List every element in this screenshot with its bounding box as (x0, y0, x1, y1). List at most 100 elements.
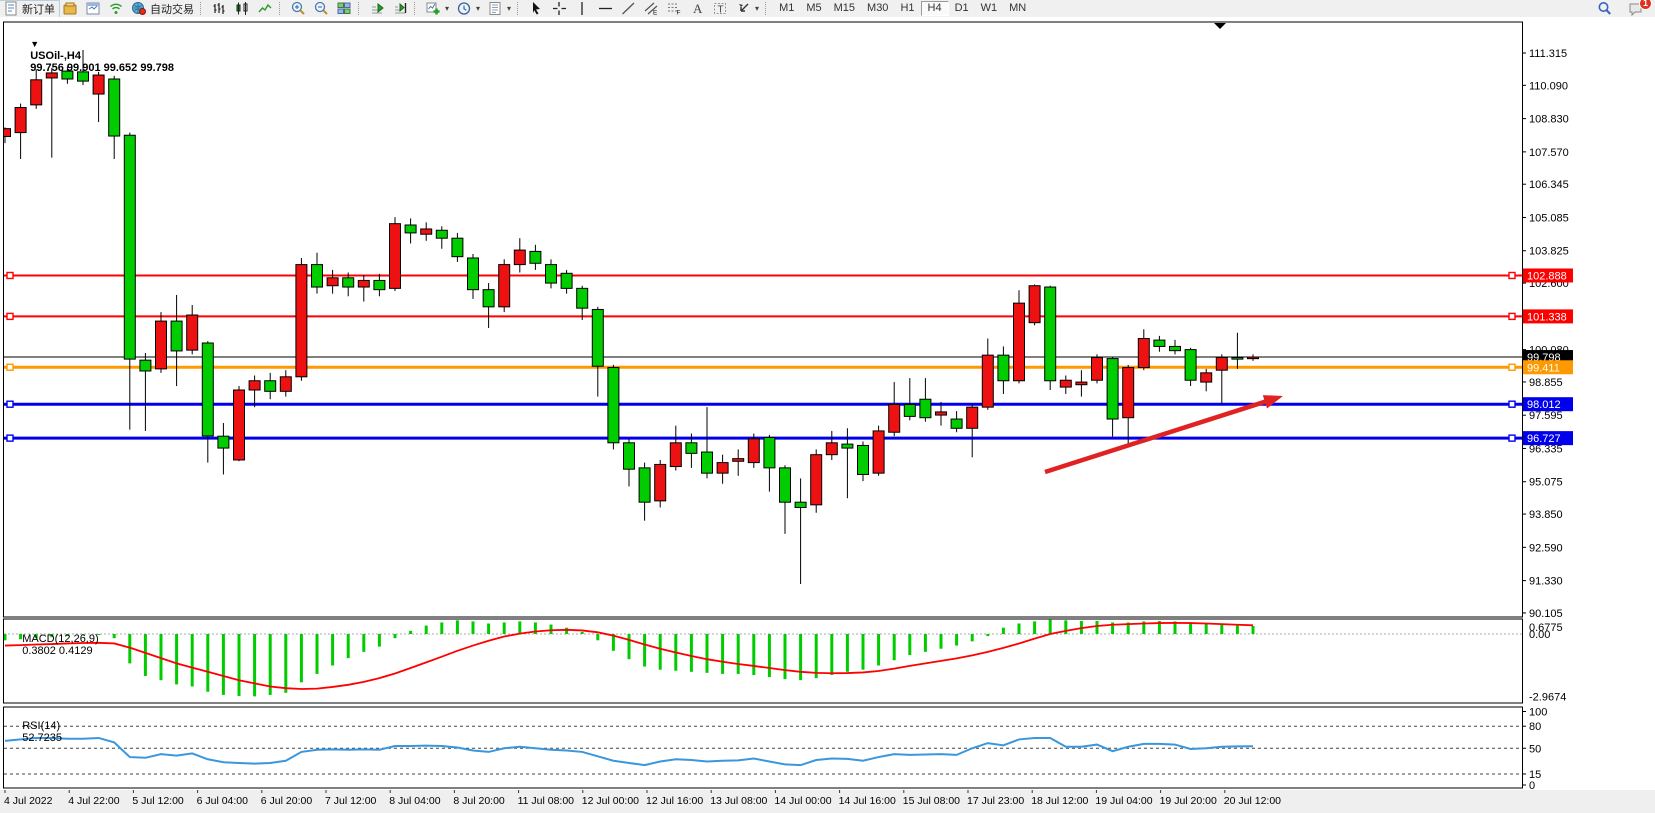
zoom-out-button[interactable] (310, 1, 333, 17)
notifications-button[interactable]: 1 (1624, 0, 1652, 17)
svg-text:14 Jul 00:00: 14 Jul 00:00 (774, 795, 831, 807)
svg-text:15 Jul 08:00: 15 Jul 08:00 (903, 795, 960, 807)
chart-profiles-icon (63, 1, 78, 16)
candlestick-button[interactable] (231, 1, 254, 17)
svg-text:13 Jul 08:00: 13 Jul 08:00 (710, 795, 767, 807)
channel-icon: E (644, 1, 659, 16)
svg-text:80: 80 (1529, 721, 1541, 733)
bar-chart-button[interactable] (208, 1, 231, 17)
chevron-down-icon: ▾ (507, 4, 512, 13)
timeframe-button-mn[interactable]: MN (1009, 2, 1027, 14)
svg-text:4 Jul 2022: 4 Jul 2022 (4, 795, 53, 807)
timeframe-button-h1[interactable]: H1 (900, 2, 915, 14)
svg-text:98.012: 98.012 (1527, 399, 1561, 411)
chevron-down-icon: ▾ (476, 4, 481, 13)
line-chart-icon (258, 1, 273, 16)
auto-scroll-button[interactable] (366, 1, 389, 17)
svg-text:0: 0 (1529, 780, 1535, 792)
vertical-line-button[interactable] (571, 1, 594, 17)
text-icon: A (690, 1, 705, 16)
zoom-in-icon (291, 1, 306, 16)
timeframe-button-m15[interactable]: M15 (833, 2, 856, 14)
timeframe-button-m1[interactable]: M1 (779, 2, 795, 14)
arrows-button[interactable]: ▾ (732, 1, 763, 17)
svg-text:96.727: 96.727 (1527, 433, 1561, 445)
fibonacci-icon: F (667, 1, 682, 16)
crosshair-button[interactable] (548, 1, 571, 17)
add-indicator-button[interactable]: ▾ (422, 1, 453, 17)
zoom-out-icon (314, 1, 329, 16)
svg-text:6 Jul 20:00: 6 Jul 20:00 (261, 795, 313, 807)
svg-text:98.855: 98.855 (1529, 377, 1563, 389)
rsi-name: RSI(14) (22, 720, 61, 732)
svg-text:20 Jul 12:00: 20 Jul 12:00 (1224, 795, 1281, 807)
svg-text:8 Jul 20:00: 8 Jul 20:00 (453, 795, 505, 807)
tile-windows-button[interactable] (333, 1, 356, 17)
new-order-label: 新订单 (22, 3, 55, 16)
svg-text:14 Jul 16:00: 14 Jul 16:00 (839, 795, 896, 807)
timeframe-button-h4[interactable]: H4 (920, 1, 949, 16)
market-watch-button[interactable] (82, 1, 105, 17)
macd-panel-label: MACD(12,26,9) 0.3802 0.4129 (10, 621, 98, 669)
svg-text:15: 15 (1529, 769, 1541, 781)
fibonacci-button[interactable]: F (663, 1, 686, 17)
svg-text:4 Jul 22:00: 4 Jul 22:00 (68, 795, 120, 807)
trendline-button[interactable] (617, 1, 640, 17)
new-order-button[interactable]: 新订单 (0, 0, 60, 18)
svg-text:A: A (693, 1, 703, 16)
svg-text:105.085: 105.085 (1529, 212, 1569, 224)
line-chart-button[interactable] (254, 1, 277, 17)
channel-button[interactable]: E (640, 1, 663, 17)
toolbar-separator (414, 2, 420, 15)
vertical-line-icon (575, 1, 590, 16)
chart-shift-icon (393, 1, 408, 16)
svg-text:108.830: 108.830 (1529, 114, 1569, 126)
chart-canvas[interactable]: 111.315 110.090 108.830 107.570 106.345 105.0… (0, 17, 1655, 813)
timeframe-button-d1[interactable]: D1 (954, 2, 969, 14)
svg-text:19 Jul 20:00: 19 Jul 20:00 (1160, 795, 1217, 807)
svg-text:100: 100 (1529, 707, 1547, 719)
svg-text:0.00: 0.00 (1529, 629, 1550, 641)
chart-profiles-button[interactable] (59, 1, 82, 17)
template-icon (488, 1, 503, 16)
timeframe-button-m30[interactable]: M30 (867, 2, 889, 14)
arrows-icon (736, 1, 751, 16)
horizontal-line-button[interactable] (594, 1, 617, 17)
svg-text:7 Jul 12:00: 7 Jul 12:00 (325, 795, 377, 807)
cursor-button[interactable] (525, 1, 548, 17)
rsi-panel-label: RSI(14) 52.7235 (10, 708, 62, 756)
period-button[interactable]: ▾ (453, 1, 484, 17)
label-button[interactable]: T (709, 1, 732, 17)
trendline-icon (621, 1, 636, 16)
chevron-down-icon: ▾ (445, 4, 450, 13)
svg-text:101.338: 101.338 (1527, 311, 1567, 323)
zoom-in-button[interactable] (287, 1, 310, 17)
svg-text:18 Jul 12:00: 18 Jul 12:00 (1031, 795, 1088, 807)
timeframe-button-m5[interactable]: M5 (806, 2, 822, 14)
svg-text:103.825: 103.825 (1529, 246, 1569, 258)
toolbar: 新订单 自动交易 ▾ ▾ (0, 0, 1655, 18)
signal-button[interactable] (105, 1, 128, 17)
new-order-icon (4, 1, 19, 16)
market-watch-icon (86, 1, 101, 16)
svg-text:96.335: 96.335 (1529, 443, 1563, 455)
symbol-period-label: USOil-,H4 (30, 50, 81, 62)
timeframe-button-w1[interactable]: W1 (980, 2, 998, 14)
timeframe-toolbar: M1 M5 M15 M30 H1 H4 D1 W1 MN (773, 0, 1032, 17)
label-icon: T (713, 1, 728, 16)
template-button[interactable]: ▾ (484, 1, 515, 17)
macd-values: 0.3802 0.4129 (22, 645, 93, 657)
svg-text:-2.9674: -2.9674 (1529, 691, 1566, 703)
search-button[interactable] (1593, 1, 1616, 17)
chart-title: ▼ USOil-,H4 99.756 99.901 99.652 99.798 (18, 26, 174, 86)
svg-text:111.315: 111.315 (1529, 48, 1567, 60)
bar-chart-icon (212, 1, 227, 16)
svg-text:8 Jul 04:00: 8 Jul 04:00 (389, 795, 441, 807)
toolbar-separator (358, 2, 364, 15)
auto-trading-button[interactable]: 自动交易 (128, 1, 198, 17)
collapse-triangle-icon[interactable]: ▼ (30, 39, 40, 49)
svg-text:106.345: 106.345 (1529, 179, 1569, 191)
chart-shift-button[interactable] (389, 1, 412, 17)
text-button[interactable]: A (686, 1, 709, 17)
